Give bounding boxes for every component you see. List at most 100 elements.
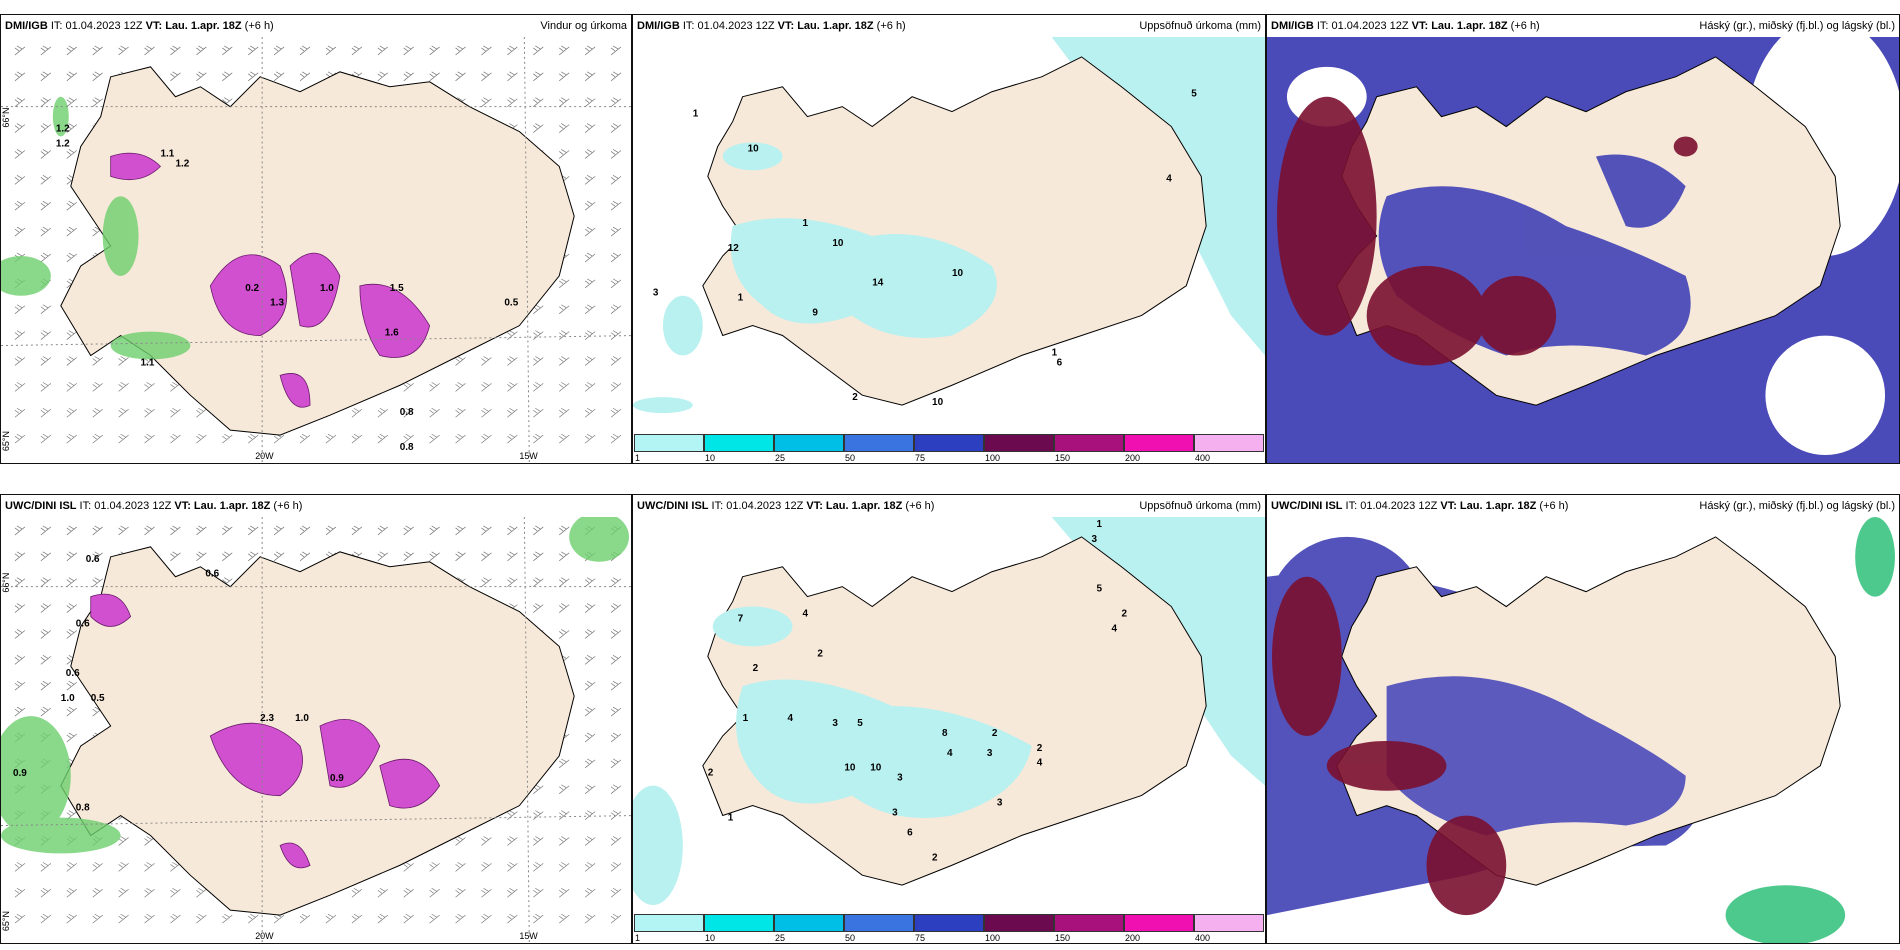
wind-barb [144,382,155,392]
colorbar-tick: 100 [985,933,1001,943]
wind-barb [481,887,492,898]
wind-barb [610,655,622,665]
wind-barb [584,862,596,872]
wind-barb [325,525,337,536]
wind-barb [403,551,414,562]
wind-barb [118,862,129,872]
wind-barb [481,913,492,924]
wind-barb [144,913,155,924]
wind-barb [14,304,26,314]
wind-barb [222,71,233,82]
value-labels: 1.21.21.11.21.01.30.2 1.51.60.80.51.10.8 [56,124,519,453]
value-label: 1.2 [56,124,70,135]
colorbar-tick: 75 [914,933,925,943]
wind-barb [247,45,259,56]
wind-barb [377,913,388,924]
valid-time: VT: Lau. 1.apr. 18Z [777,20,874,32]
value-label: 0.2 [245,283,259,294]
panel-uwc-wind: UWC/DINI ISL IT: 01.04.2023 12Z VT: Lau.… [0,494,632,944]
wind-barb [481,407,492,418]
value-label: 1 [743,713,749,724]
wind-barb [559,97,570,107]
wind-barb [66,706,77,717]
wind-barb [66,356,77,366]
colorbar-swatch [703,434,774,452]
value-label: 10 [952,268,964,279]
wind-barb [610,784,622,794]
wind-barb [559,330,570,340]
wind-barb [92,551,103,562]
panel-dmi-accum: DMI/IGB IT: 01.04.2023 12Z VT: Lau. 1.ap… [632,14,1266,464]
magenta-precip [90,593,441,869]
wind-barb [40,913,52,924]
wind-barb [40,97,52,107]
colorbar-swatch [1054,434,1124,452]
wind-barb [481,525,492,536]
wind-barb [610,175,622,185]
colorbar-swatch [1124,434,1194,452]
wind-barb [559,304,570,314]
wind-barb [377,887,388,898]
colorbar-swatch [1124,914,1194,932]
value-label: 1 [1097,519,1103,530]
colorbar-tick: 200 [1125,453,1141,463]
value-label: 3 [653,288,659,299]
wind-barb [66,629,77,639]
wind-barb [533,862,544,872]
wind-barb [559,551,570,562]
wind-barb [144,407,155,418]
wind-barb [144,862,155,872]
axis-lat65: 65°N [1,431,11,451]
wind-barb [144,836,155,846]
wind-barb [533,123,544,133]
wind-barb [66,45,77,56]
colorbar-swatch [1193,914,1264,932]
wind-barb [118,433,129,444]
value-label: 0.6 [76,618,90,629]
colorbar-swatch [1193,434,1264,452]
wind-barb [481,97,492,107]
wind-barb [559,758,570,769]
value-label: 1.2 [175,158,189,169]
wind-barb [584,123,596,133]
colorbar-swatch [984,434,1054,452]
wind-barb [40,407,52,418]
wind-barb [584,45,596,56]
wind-barb [610,407,622,418]
value-label: 4 [1037,758,1043,769]
wind-barb [403,887,414,898]
wind-barb [14,149,26,159]
wind-barb [66,97,77,107]
wind-barb [455,913,466,924]
wind-barb [610,226,622,237]
wind-barb [533,356,544,366]
wind-barb [377,433,388,444]
wind-barb [196,551,207,562]
wind-barb [118,836,129,846]
wind-barb [610,758,622,769]
wind-barb [14,382,26,392]
wind-barb [507,97,518,107]
wind-barb [92,97,103,107]
value-label: 0.5 [91,693,105,704]
accum-precip-map: 1 3 5 4 2 7 4 2 2 4 3 5 10 10 8 4 2 2 4 3 6 3 1 2 1 3 2 3 [633,517,1265,913]
value-label: 0.9 [13,768,27,779]
wind-barb [118,382,129,392]
wind-barb [170,862,181,872]
init-time: IT: 01.04.2023 12Z [679,20,778,32]
wind-barb [455,887,466,898]
colorbar-tick: 75 [914,453,925,463]
axis-lat66: 66°N [1,573,11,593]
wind-barb [507,577,518,587]
wind-barb [351,407,363,418]
wind-barb [429,862,440,872]
wind-barb [273,525,285,536]
iceland-land [60,66,575,436]
init-time: IT: 01.04.2023 12Z [1342,500,1441,512]
wind-barb [144,525,155,536]
value-label: 4 [1166,173,1172,184]
wind-barb [40,577,52,587]
value-label: 2 [708,768,714,779]
wind-barb [118,45,129,56]
value-label: 1.1 [141,357,155,368]
